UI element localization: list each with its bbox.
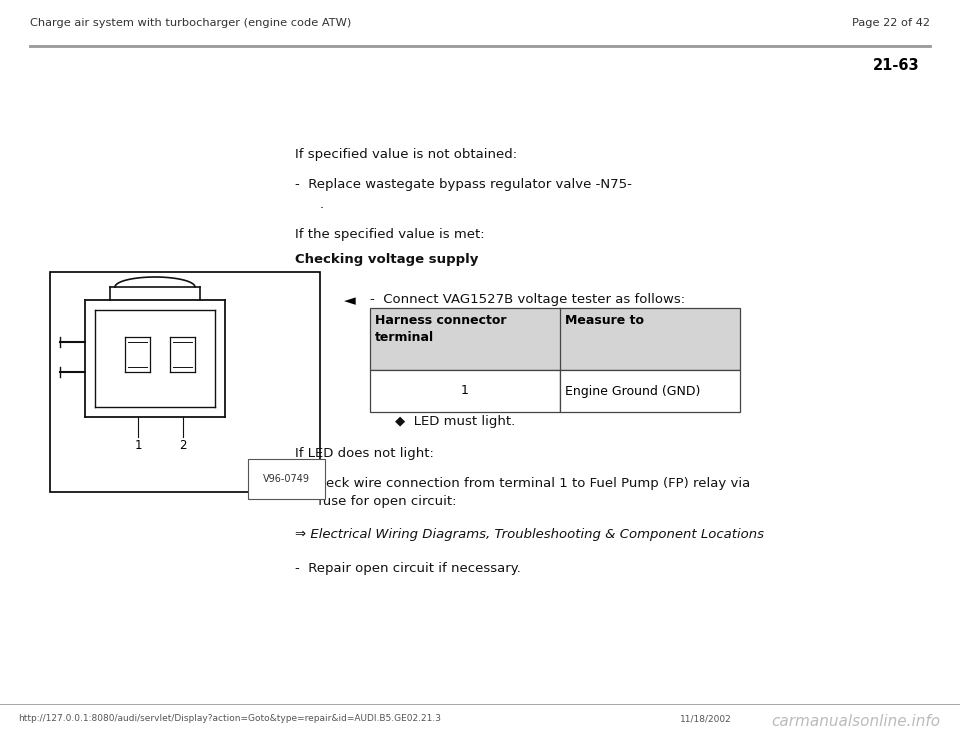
Text: Checking voltage supply: Checking voltage supply xyxy=(295,253,478,266)
Text: If LED does not light:: If LED does not light: xyxy=(295,447,434,460)
Bar xyxy=(560,370,740,412)
Text: carmanualsonline.info: carmanualsonline.info xyxy=(771,714,940,729)
Text: Measure to: Measure to xyxy=(565,314,644,327)
Bar xyxy=(370,308,740,370)
Text: -  Operate starter briefly.: - Operate starter briefly. xyxy=(370,397,536,410)
Text: .: . xyxy=(320,198,324,211)
Text: 21-63: 21-63 xyxy=(874,58,920,73)
Text: ◄: ◄ xyxy=(344,293,356,308)
Text: -  Connect VAG1527B voltage tester as follows:: - Connect VAG1527B voltage tester as fol… xyxy=(370,293,685,306)
Text: http://127.0.0.1:8080/audi/servlet/Display?action=Goto&type=repair&id=AUDI.B5.GE: http://127.0.0.1:8080/audi/servlet/Displ… xyxy=(18,714,441,723)
Bar xyxy=(370,370,560,412)
Text: -  Repair open circuit if necessary.: - Repair open circuit if necessary. xyxy=(295,562,521,575)
Bar xyxy=(50,272,320,492)
Text: 2: 2 xyxy=(180,439,187,452)
Text: If the specified value is met:: If the specified value is met: xyxy=(295,228,485,241)
Text: If specified value is not obtained:: If specified value is not obtained: xyxy=(295,148,517,161)
Text: V96-0749: V96-0749 xyxy=(263,474,310,484)
Text: Engine Ground (GND): Engine Ground (GND) xyxy=(565,384,701,398)
Text: fuse for open circuit:: fuse for open circuit: xyxy=(318,495,457,508)
Text: -  Replace wastegate bypass regulator valve -N75-: - Replace wastegate bypass regulator val… xyxy=(295,178,632,191)
Text: Harness connector
terminal: Harness connector terminal xyxy=(375,314,507,344)
Text: 1: 1 xyxy=(134,439,142,452)
Text: Page 22 of 42: Page 22 of 42 xyxy=(852,18,930,28)
Text: ⇒ Electrical Wiring Diagrams, Troubleshooting & Component Locations: ⇒ Electrical Wiring Diagrams, Troublesho… xyxy=(295,528,764,541)
Text: ◆  LED must light.: ◆ LED must light. xyxy=(395,415,516,428)
Text: -  Check wire connection from terminal 1 to Fuel Pump (FP) relay via: - Check wire connection from terminal 1 … xyxy=(295,477,751,490)
Text: 1: 1 xyxy=(461,384,468,398)
Text: 11/18/2002: 11/18/2002 xyxy=(680,714,732,723)
Text: Charge air system with turbocharger (engine code ATW): Charge air system with turbocharger (eng… xyxy=(30,18,351,28)
